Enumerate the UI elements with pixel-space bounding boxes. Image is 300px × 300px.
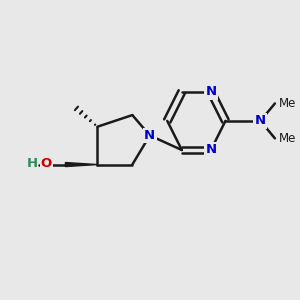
Polygon shape	[65, 163, 98, 167]
Text: Me: Me	[279, 97, 297, 110]
Text: N: N	[255, 114, 266, 128]
Text: Me: Me	[279, 132, 297, 145]
Text: N: N	[205, 143, 217, 157]
Text: H: H	[27, 157, 38, 169]
Text: O: O	[41, 157, 52, 169]
Text: N: N	[205, 85, 217, 98]
Text: N: N	[144, 129, 155, 142]
